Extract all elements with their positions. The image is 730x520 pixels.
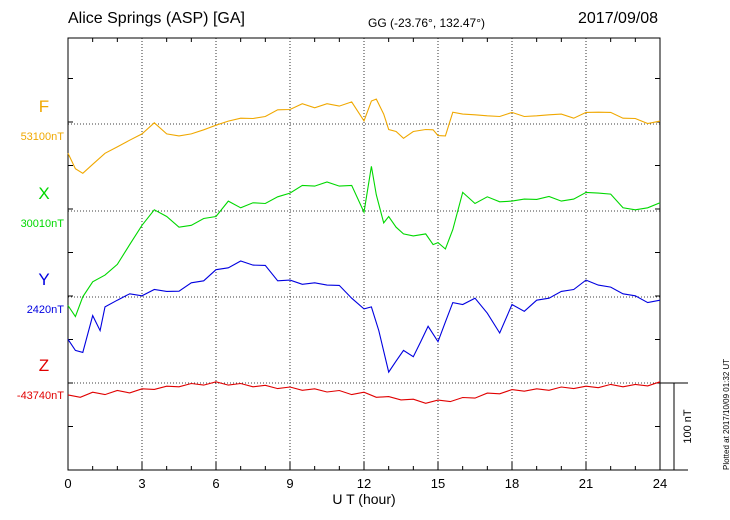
- baseline-value-z: -43740nT: [17, 390, 64, 402]
- baseline-value-x: 30010nT: [21, 218, 65, 230]
- component-label-x: X: [38, 184, 49, 203]
- x-tick-label: 15: [431, 476, 445, 491]
- x-tick-label: 6: [212, 476, 219, 491]
- x-tick-label: 18: [505, 476, 519, 491]
- plot-date: 2017/09/08: [578, 10, 659, 27]
- series-line-f: [67, 98, 661, 174]
- x-axis-label: U T (hour): [332, 491, 395, 507]
- component-label-y: Y: [38, 270, 49, 289]
- x-tick-label: 12: [357, 476, 371, 491]
- x-tick-label: 9: [286, 476, 293, 491]
- x-tick-label: 3: [138, 476, 145, 491]
- baseline-value-f: 53100nT: [21, 131, 65, 143]
- station-coordinates: GG (-23.76°, 132.47°): [368, 16, 485, 30]
- series-line-x: [67, 166, 661, 318]
- series-line-z: [67, 381, 661, 404]
- x-tick-label: 24: [653, 476, 667, 491]
- component-label-z: Z: [39, 356, 49, 375]
- baseline-value-y: 2420nT: [27, 304, 65, 316]
- station-title: Alice Springs (ASP) [GA]: [68, 10, 245, 27]
- x-tick-label: 0: [64, 476, 71, 491]
- component-label-f: F: [39, 97, 49, 116]
- plotted-timestamp: Plotted at 2017/10/09 01:32 UT: [722, 358, 730, 470]
- scale-bar-label: 100 nT: [682, 409, 694, 444]
- series-line-y: [67, 260, 661, 374]
- x-tick-label: 21: [579, 476, 593, 491]
